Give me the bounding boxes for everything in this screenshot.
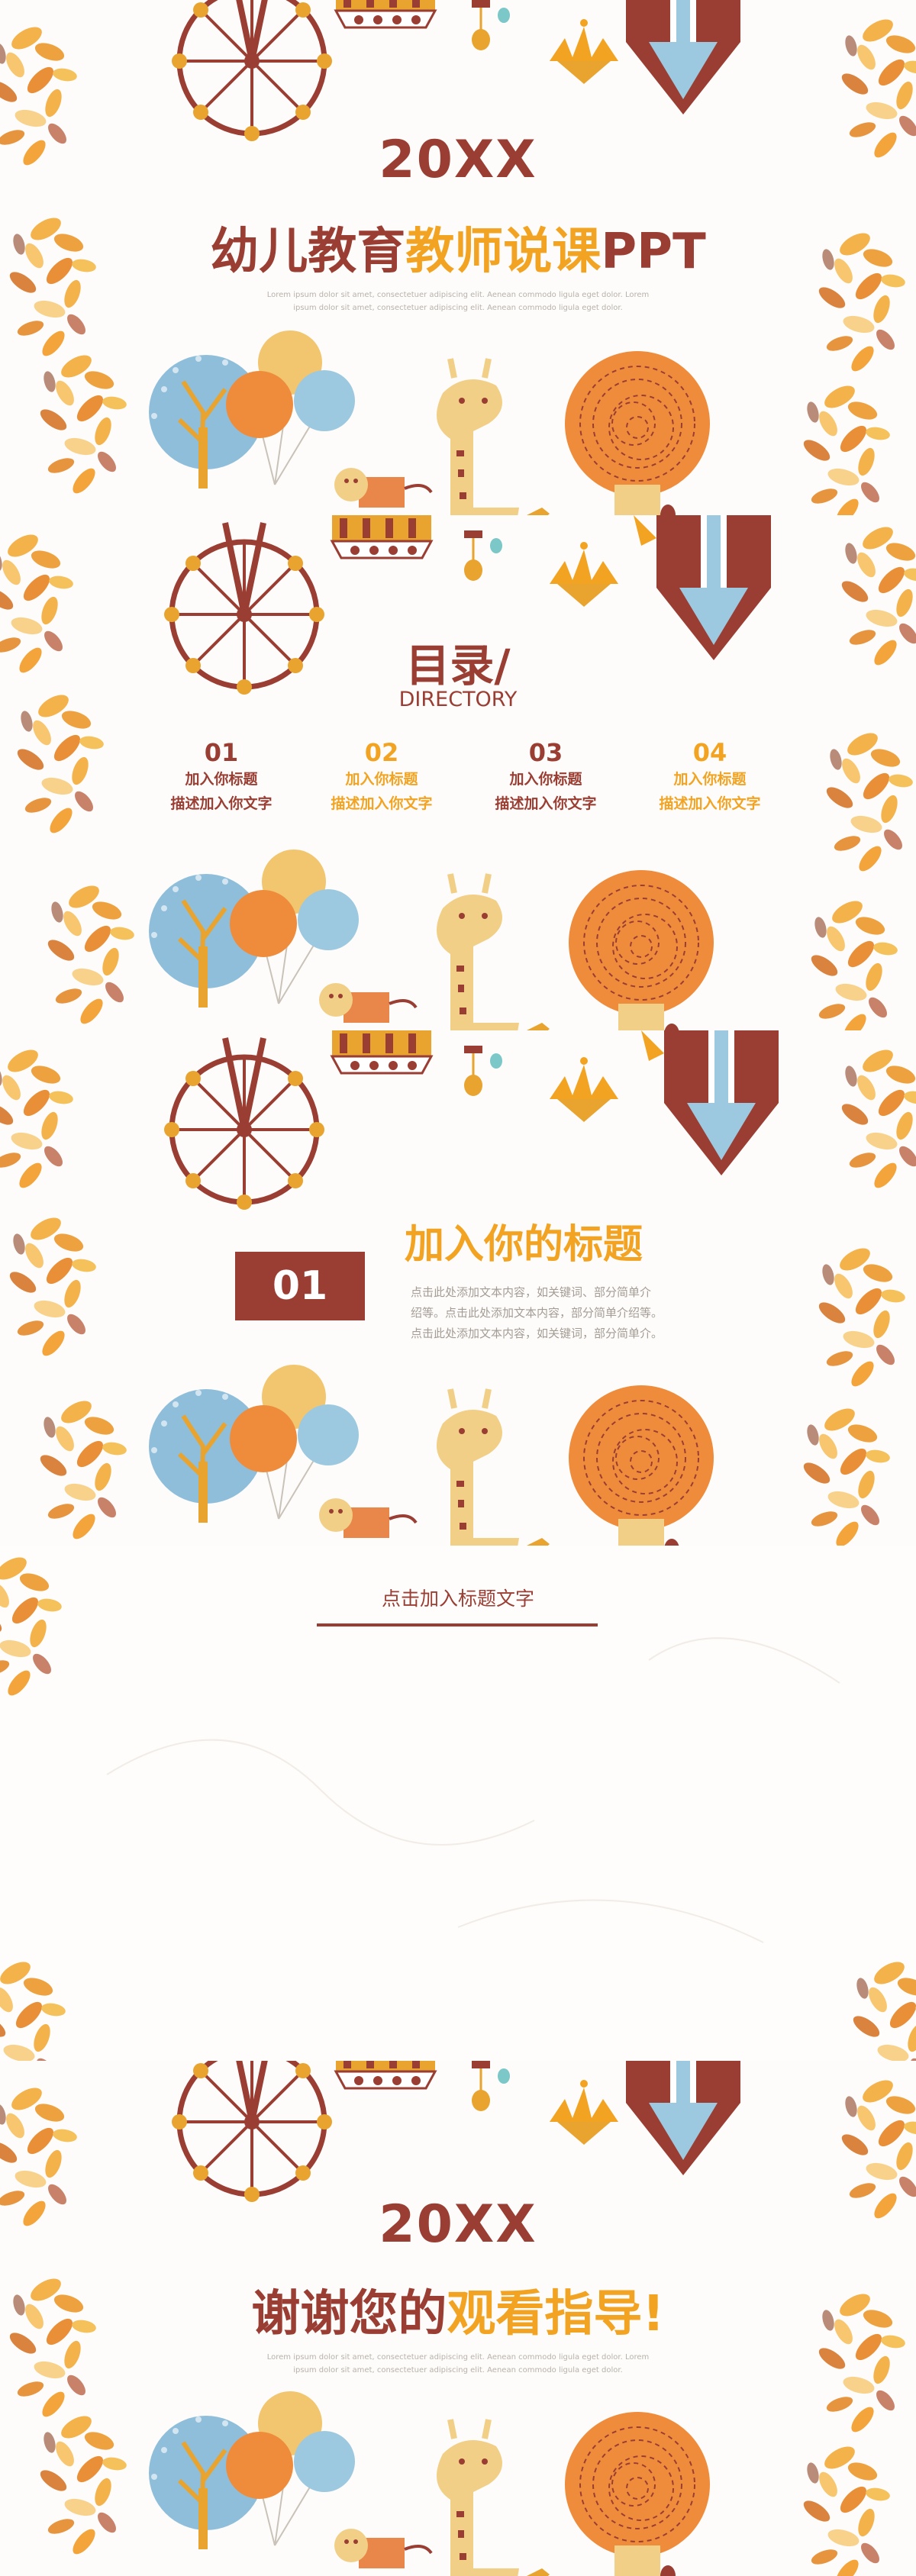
cover-title-part3: PPT [601,224,706,280]
content-title: 点击加入标题文字 [381,1588,534,1610]
content-illustration [0,1552,916,2061]
section-number-box: 01 [235,1252,365,1320]
section-description: 点击此处添加文本内容，如关键词、部分简单介 绍等。点击此处添加文本内容，部分简单… [411,1282,731,1344]
cover-lorem-line2: ipsum dolor sit amet, consectetuer adipi… [293,304,623,312]
cover-title-part2: 教师说课 [405,224,602,280]
toc-slide: 目录/ DIRECTORY 01 加入你标题 描述加入你文字 02 加入你标题 … [0,515,916,1030]
cover-title-part1: 幼儿教育 [210,224,406,280]
toc-item-2-desc: 描述加入你文字 [331,795,433,812]
content-slide: 点击加入标题文字 [0,1546,916,2061]
section-line1: 点击此处添加文本内容，如关键词、部分简单介 [411,1285,652,1299]
cover-slide: 20XX 幼儿教育教师说课PPT Lorem ipsum dolor sit a… [0,0,916,515]
ending-lorem-line2: ipsum dolor sit amet, consectetuer adipi… [293,2366,623,2374]
section-line3: 点击此处添加文本内容，如关键词，部分简单介。 [411,1327,663,1340]
cover-lorem: Lorem ipsum dolor sit amet, consectetuer… [229,289,687,314]
ending-slide: 20XX 谢谢您的观看指导! Lorem ipsum dolor sit ame… [0,2061,916,2576]
toc-item-4-desc: 描述加入你文字 [659,795,761,812]
toc-item-3-heading: 加入你标题 [509,771,582,788]
cover-year: 20XX [379,130,537,190]
toc-item-3-number: 03 [528,738,563,767]
ending-thanks: 谢谢您的观看指导! [0,2275,916,2345]
toc-item-2[interactable]: 02 加入你标题 描述加入你文字 [305,738,458,816]
section-slide: 01 加入你的标题 点击此处添加文本内容，如关键词、部分简单介 绍等。点击此处添… [0,1030,916,1546]
toc-item-1[interactable]: 01 加入你标题 描述加入你文字 [145,738,298,816]
cover-lorem-line1: Lorem ipsum dolor sit amet, consectetuer… [266,291,650,299]
content-title-underline [317,1623,598,1627]
toc-item-3-desc: 描述加入你文字 [495,795,597,812]
toc-item-1-number: 01 [204,738,239,767]
cover-title: 幼儿教育教师说课PPT [0,212,916,282]
ending-thanks-part1: 谢谢您的 [251,2286,447,2342]
toc-item-1-desc: 描述加入你文字 [170,795,273,812]
ending-lorem: Lorem ipsum dolor sit amet, consectetuer… [229,2351,687,2377]
section-title: 加入你的标题 [405,1222,643,1268]
toc-item-4-number: 04 [692,738,727,767]
ending-year: 20XX [379,2194,537,2255]
toc-item-1-heading: 加入你标题 [185,771,258,788]
toc-item-3[interactable]: 03 加入你标题 描述加入你文字 [469,738,622,816]
toc-title: 目录/ [405,640,511,692]
section-line2: 绍等。点击此处添加文本内容，部分简单介绍等。 [411,1306,663,1320]
toc-item-4[interactable]: 04 加入你标题 描述加入你文字 [634,738,786,816]
toc-item-4-heading: 加入你标题 [673,771,747,788]
ending-lorem-line1: Lorem ipsum dolor sit amet, consectetuer… [266,2353,650,2362]
toc-subtitle: DIRECTORY [398,688,518,711]
toc-item-2-number: 02 [364,738,399,767]
toc-item-2-heading: 加入你标题 [345,771,418,788]
ending-thanks-part2: 观看指导! [447,2286,665,2342]
